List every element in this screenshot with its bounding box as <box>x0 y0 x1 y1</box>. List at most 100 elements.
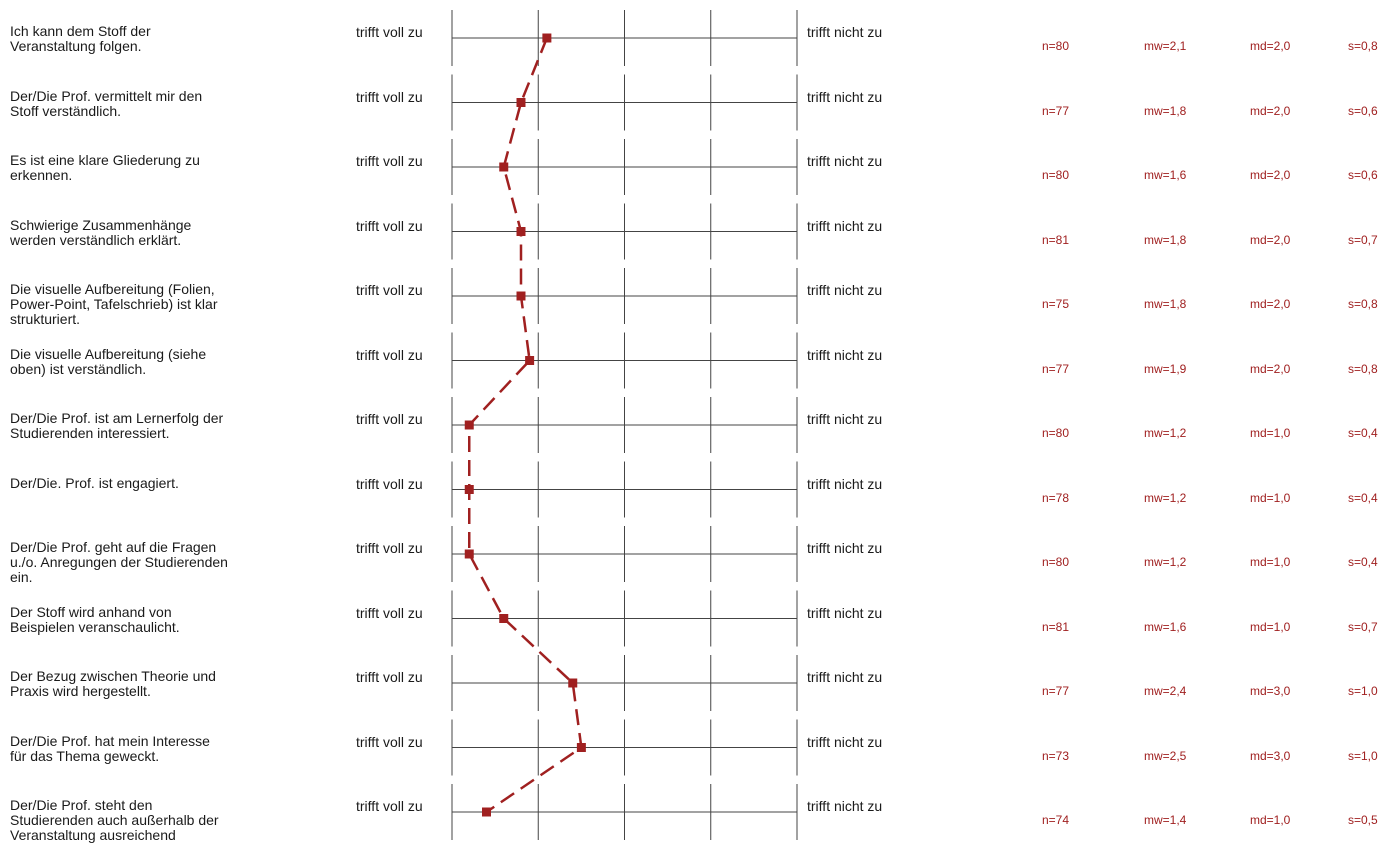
stat-md: md=2,0 <box>1250 232 1291 247</box>
stat-n: n=80 <box>1042 39 1070 53</box>
stat-md: md=1,0 <box>1250 813 1291 827</box>
left-label: trifft voll zu <box>356 217 423 234</box>
question-text: Der/Die Prof. ist am Lernerfolg der Stud… <box>10 410 224 441</box>
left-label: trifft voll zu <box>356 282 423 298</box>
right-label: trifft nicht zu <box>807 733 883 750</box>
profile-point <box>525 356 535 365</box>
stat-mw: mw=1,8 <box>1144 297 1187 311</box>
stat-s: s=0,7 <box>1348 232 1378 247</box>
stat-n: n=81 <box>1042 619 1070 634</box>
profile-point <box>464 420 474 430</box>
stat-mw: mw=1,6 <box>1144 168 1187 182</box>
stat-md: md=1,0 <box>1250 555 1291 569</box>
stat-mw: mw=1,4 <box>1144 813 1187 827</box>
profile-point <box>464 549 474 559</box>
right-label: trifft nicht zu <box>807 24 883 40</box>
question-text: Die visuelle Aufbereitung (siehe oben) i… <box>10 345 207 377</box>
left-label: trifft voll zu <box>356 604 423 621</box>
profile-point <box>499 614 509 623</box>
left-label: trifft voll zu <box>356 411 423 427</box>
right-label: trifft nicht zu <box>807 798 883 814</box>
question-text: Der Stoff wird anhand von Beispielen ver… <box>10 603 180 635</box>
stat-s: s=1,0 <box>1348 748 1378 763</box>
stat-md: md=2,0 <box>1250 103 1291 118</box>
stat-mw: mw=1,8 <box>1144 232 1187 247</box>
left-label: trifft voll zu <box>356 24 423 40</box>
stat-n: n=78 <box>1042 490 1070 505</box>
stat-n: n=73 <box>1042 748 1070 763</box>
question-text: Der/Die Prof. geht auf die Fragen u./o. … <box>10 539 228 585</box>
question-text: Die visuelle Aufbereitung (Folien, Power… <box>10 281 218 327</box>
stat-n: n=75 <box>1042 297 1070 311</box>
question-text: Schwierige Zusammenhänge werden verständ… <box>10 216 192 248</box>
question-text: Es ist eine klare Gliederung zu erkennen… <box>10 152 200 183</box>
stat-md: md=2,0 <box>1250 39 1291 53</box>
right-label: trifft nicht zu <box>807 669 883 685</box>
profile-point <box>482 807 491 817</box>
stat-n: n=77 <box>1042 103 1070 118</box>
question-text: Der/Die Prof. hat mein Interesse für das… <box>10 732 210 764</box>
stat-s: s=0,8 <box>1348 39 1378 53</box>
stat-s: s=0,6 <box>1348 168 1378 182</box>
stat-s: s=0,4 <box>1348 555 1378 569</box>
stat-n: n=80 <box>1042 168 1070 182</box>
left-label: trifft voll zu <box>356 475 423 492</box>
profile-point <box>516 291 526 301</box>
left-label: trifft voll zu <box>356 669 423 685</box>
question-text: Der Bezug zwischen Theorie und Praxis wi… <box>10 668 216 699</box>
profile-point <box>576 743 586 752</box>
stat-s: s=0,8 <box>1348 361 1378 376</box>
left-label: trifft voll zu <box>356 540 423 556</box>
stat-n: n=80 <box>1042 426 1070 440</box>
right-label: trifft nicht zu <box>807 88 883 105</box>
stat-s: s=0,4 <box>1348 426 1378 440</box>
question-text: Der/Die Prof. steht den Studierenden auc… <box>10 797 219 843</box>
stat-md: md=2,0 <box>1250 168 1291 182</box>
stat-md: md=2,0 <box>1250 297 1291 311</box>
stat-mw: mw=2,4 <box>1144 684 1187 698</box>
profile-point <box>568 678 578 688</box>
stat-s: s=0,8 <box>1348 297 1378 311</box>
stat-mw: mw=1,2 <box>1144 426 1187 440</box>
left-label: trifft voll zu <box>356 798 423 814</box>
profile-point <box>516 227 526 236</box>
profile-point <box>499 162 509 172</box>
stat-n: n=77 <box>1042 361 1070 376</box>
stat-s: s=1,0 <box>1348 684 1378 698</box>
stat-n: n=74 <box>1042 813 1070 827</box>
stat-mw: mw=1,2 <box>1144 490 1187 505</box>
profile-point <box>464 485 474 494</box>
stat-mw: mw=2,5 <box>1144 748 1187 763</box>
stat-n: n=81 <box>1042 232 1070 247</box>
stat-md: md=1,0 <box>1250 426 1291 440</box>
stat-mw: mw=2,1 <box>1144 39 1187 53</box>
stat-mw: mw=1,2 <box>1144 555 1187 569</box>
question-text: Ich kann dem Stoff der Veranstaltung fol… <box>10 23 151 54</box>
right-label: trifft nicht zu <box>807 217 883 234</box>
stat-s: s=0,5 <box>1348 813 1378 827</box>
right-label: trifft nicht zu <box>807 282 883 298</box>
question-text: Der/Die. Prof. ist engagiert. <box>10 474 179 491</box>
stat-md: md=1,0 <box>1250 619 1291 634</box>
left-label: trifft voll zu <box>356 346 423 363</box>
stat-mw: mw=1,6 <box>1144 619 1187 634</box>
profile-point <box>516 98 526 107</box>
right-label: trifft nicht zu <box>807 346 883 363</box>
question-text: Der/Die Prof. vermittelt mir den Stoff v… <box>10 87 203 119</box>
stat-s: s=0,6 <box>1348 103 1378 118</box>
stat-mw: mw=1,9 <box>1144 361 1187 376</box>
right-label: trifft nicht zu <box>807 475 883 492</box>
stat-s: s=0,4 <box>1348 490 1378 505</box>
stat-s: s=0,7 <box>1348 619 1378 634</box>
stat-n: n=77 <box>1042 684 1070 698</box>
stat-md: md=3,0 <box>1250 684 1291 698</box>
stat-md: md=2,0 <box>1250 361 1291 376</box>
left-label: trifft voll zu <box>356 733 423 750</box>
left-label: trifft voll zu <box>356 88 423 105</box>
stat-md: md=3,0 <box>1250 748 1291 763</box>
stat-n: n=80 <box>1042 555 1070 569</box>
right-label: trifft nicht zu <box>807 411 883 427</box>
left-label: trifft voll zu <box>356 153 423 169</box>
stat-mw: mw=1,8 <box>1144 103 1187 118</box>
